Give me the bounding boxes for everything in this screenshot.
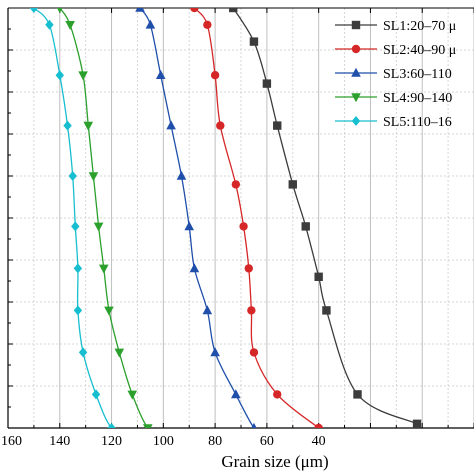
series-4 <box>57 8 189 446</box>
series-group <box>29 8 422 446</box>
data-point <box>155 70 166 79</box>
data-point <box>93 222 104 232</box>
data-point <box>273 390 282 399</box>
data-point <box>73 305 83 316</box>
x-tick-label: 40 <box>312 434 326 449</box>
legend-label: SL3:60–110 <box>383 67 452 82</box>
data-point <box>190 8 199 13</box>
data-point <box>78 347 88 358</box>
legend-label: SL2:40–90 μ <box>383 43 456 58</box>
data-point <box>179 437 189 446</box>
data-point <box>353 390 362 399</box>
x-tick-label: 100 <box>153 434 174 449</box>
legend-label: SL4:90–140 <box>383 91 452 106</box>
legend-label: SL1:20–70 μ <box>383 19 456 34</box>
data-point <box>262 79 272 88</box>
legend-marker <box>351 116 361 126</box>
data-point <box>273 121 282 130</box>
x-tick-label: 120 <box>101 434 122 449</box>
data-point <box>249 37 259 46</box>
series-1 <box>229 8 422 428</box>
legend-item: SL4:90–140 <box>335 91 452 106</box>
data-point <box>127 390 138 400</box>
data-point <box>65 21 75 30</box>
data-point <box>63 120 72 131</box>
grid <box>7 8 474 428</box>
data-point <box>57 8 63 14</box>
legend-item: SL3:60–110 <box>335 67 452 82</box>
legend-item: SL1:20–70 μ <box>335 19 456 34</box>
legend-item: SL5:110–16 <box>335 115 452 130</box>
data-point <box>210 71 220 80</box>
legend-item: SL2:40–90 μ <box>335 43 456 58</box>
data-point <box>135 8 145 12</box>
legend-marker <box>351 20 361 30</box>
legend-marker <box>351 93 361 103</box>
data-point <box>251 422 257 428</box>
data-point <box>231 180 241 189</box>
data-point <box>128 431 136 441</box>
data-point <box>301 222 310 231</box>
data-point <box>288 180 297 189</box>
data-point <box>210 347 220 357</box>
data-point <box>229 8 238 13</box>
data-point <box>244 264 253 273</box>
data-point <box>202 305 213 315</box>
x-tick-label: 60 <box>260 434 274 449</box>
data-point <box>249 348 259 357</box>
data-point <box>68 171 77 181</box>
data-point <box>247 306 256 315</box>
axes <box>7 7 474 429</box>
data-point <box>412 419 422 428</box>
data-point <box>29 8 39 13</box>
data-point <box>239 222 248 231</box>
data-point <box>143 424 153 428</box>
series-3 <box>135 8 257 428</box>
legend: SL1:20–70 μ SL2:40–90 μ SL3:60–110 SL4:90–1… <box>335 19 456 130</box>
data-point <box>45 19 54 30</box>
data-point <box>322 306 331 315</box>
data-point <box>104 306 114 316</box>
data-point <box>107 423 116 428</box>
x-tick-labels: 160 140 120 100 80 60 40 <box>1 434 326 449</box>
data-point <box>71 221 80 232</box>
data-point <box>78 71 88 81</box>
x-axis-title: Grain size (μm) <box>221 452 328 471</box>
series-5 <box>29 8 136 441</box>
data-point <box>98 264 109 274</box>
series-line-1 <box>232 8 418 425</box>
data-point <box>145 19 156 29</box>
data-point <box>91 389 101 400</box>
data-point <box>73 263 83 274</box>
x-tick-label: 160 <box>1 434 22 449</box>
data-point <box>231 389 241 399</box>
data-point <box>166 120 176 130</box>
data-point <box>114 348 125 358</box>
data-point <box>88 172 99 182</box>
legend-label: SL5:110–16 <box>383 115 452 130</box>
series-2 <box>190 8 323 428</box>
data-point <box>203 20 212 29</box>
data-point <box>55 70 64 81</box>
data-point <box>314 423 323 428</box>
data-point <box>176 170 187 180</box>
data-point <box>314 272 323 281</box>
x-tick-label: 140 <box>49 434 70 449</box>
legend-marker <box>351 44 361 54</box>
data-point <box>184 221 195 231</box>
x-tick-label: 80 <box>208 434 222 449</box>
data-point <box>83 121 94 131</box>
data-point <box>189 263 200 273</box>
legend-marker <box>351 67 361 77</box>
data-point <box>216 121 225 130</box>
